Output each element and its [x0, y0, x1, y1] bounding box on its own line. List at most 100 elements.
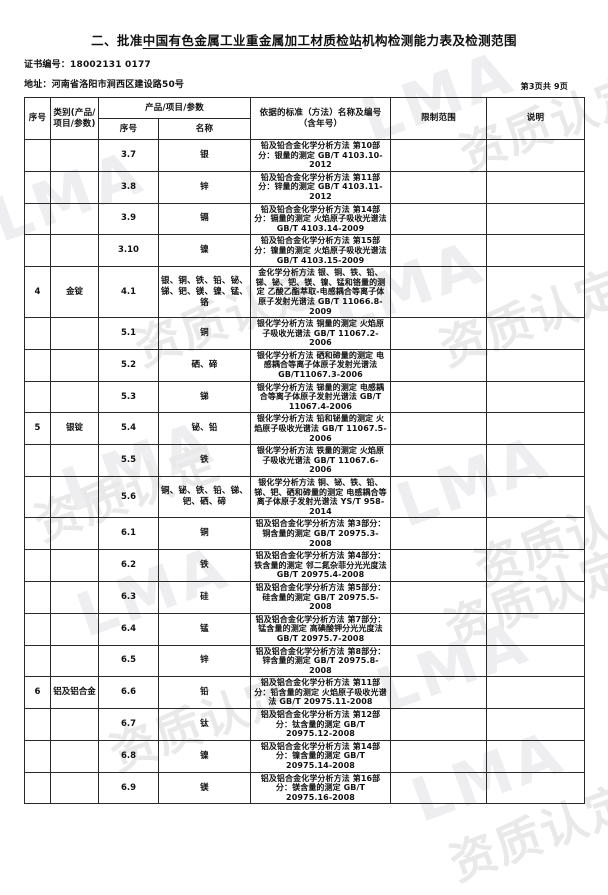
page-title-prefix: 二、批准 — [91, 33, 143, 48]
cell-item-no: 6.7 — [98, 708, 159, 741]
cell-item-no: 5.2 — [98, 348, 159, 382]
cell-item-name: 铜 — [158, 517, 251, 551]
cell-limit — [390, 170, 487, 204]
cell-item-no: 3.8 — [98, 170, 159, 204]
address-label: 地址： — [24, 80, 52, 90]
cell-category: 铝及铝合金 — [50, 676, 99, 710]
cell-seq — [24, 444, 51, 477]
page-indicator: 第3页共 9页 — [520, 82, 568, 91]
document-page: 二、批准中国有色金属工业重金属加工材质检站机构检测能力表及检测范围 证书编号：1… — [0, 32, 608, 805]
table-row: 6.3 硅铝及铝合金化学分析方法 第5部分：硅含量的测定 GB/T 20975.5… — [24, 580, 585, 614]
table-row: 6 铝及铝合金 6.6 铅铝及铝合金化学分析方法 第11部分：铅含量的测定 火焰原子吸… — [24, 676, 585, 710]
cell-seq: 6 — [24, 676, 51, 710]
cell-item-no: 6.9 — [98, 771, 159, 805]
certificate-number-line: 证书编号：18002131 0177 — [24, 59, 584, 72]
certificate-number-label: 证书编号： — [24, 60, 71, 70]
table-row: 3.9 镉铅及铅合金化学分析方法 第14部分：镉量的测定 火焰原子吸收光谱法 GB… — [24, 202, 585, 236]
table-row: 6.4 锰铝及铝合金化学分析方法 第7部分：锰含量的测定 高碘酸钾分光光度法 GB… — [24, 612, 585, 646]
cell-limit — [390, 517, 487, 551]
cell-seq — [24, 139, 51, 172]
cell-item-name: 镍 — [158, 739, 251, 773]
table-row: 3.10 镍铅及铅合金化学分析方法 第15部分：镍量的测定 火焰原子吸收光谱法 G… — [24, 234, 585, 268]
column-header-limit: 限制范围 — [390, 97, 487, 140]
cell-item-name: 银 — [158, 139, 251, 172]
cell-remark — [486, 202, 585, 236]
cell-remark — [486, 771, 585, 805]
cell-category — [50, 380, 99, 414]
cell-seq — [24, 549, 51, 582]
cell-category — [50, 139, 99, 172]
cell-remark — [486, 739, 585, 773]
cell-category — [50, 580, 99, 614]
cell-item-name: 铋、铅 — [158, 412, 251, 446]
cell-standard: 银化学分析方法 铅和铋量的测定 火焰原子吸收光谱法 GB/T 11067.5-2… — [250, 412, 391, 446]
cell-limit — [390, 348, 487, 382]
cell-item-no: 5.6 — [98, 475, 159, 519]
address-and-page-row: 地址：河南省洛阳市涧西区建设路50号 第3页共 9页 — [24, 79, 584, 92]
table-row: 5.1 铜银化学分析方法 铜量的测定 火焰原子吸收光谱法 GB/T 11067.2… — [24, 317, 585, 350]
cell-remark — [486, 517, 585, 551]
table-row: 5.5 铁银化学分析方法 铁量的测定 火焰原子吸收光谱法 GB/T 11067.6… — [24, 444, 585, 477]
cell-seq — [24, 380, 51, 414]
cell-category — [50, 234, 99, 268]
cell-item-no: 4.1 — [98, 266, 159, 319]
cell-remark — [486, 644, 585, 678]
cell-category — [50, 739, 99, 773]
table-row: 6.2 铁铝及铝合金化学分析方法 第4部分：铁含量的测定 邻二氮杂菲分光光度法 G… — [24, 549, 585, 582]
page-title: 二、批准中国有色金属工业重金属加工材质检站机构检测能力表及检测范围 — [24, 32, 584, 50]
table-header: 序号 类别(产品/项目/参数) 产品/项目/参数 依据的标准（方法）名称及编号（… — [24, 97, 585, 140]
cell-seq — [24, 202, 51, 236]
cell-standard: 铅及铅合金化学分析方法 第15部分：镍量的测定 火焰原子吸收光谱法 GB/T 4… — [250, 234, 391, 268]
cell-item-no: 6.3 — [98, 580, 159, 614]
address-line: 地址：河南省洛阳市涧西区建设路50号 — [24, 79, 184, 92]
cell-category — [50, 475, 99, 519]
cell-limit — [390, 612, 487, 646]
cell-item-name: 硅 — [158, 580, 251, 614]
cell-remark — [486, 549, 585, 582]
cell-seq: 5 — [24, 412, 51, 446]
certificate-number-value: 18002131 0177 — [70, 60, 151, 70]
cell-limit — [390, 676, 487, 710]
cell-item-name: 硒、碲 — [158, 348, 251, 382]
cell-seq — [24, 644, 51, 678]
cell-standard: 铝及铝合金化学分析方法 第5部分：硅含量的测定 GB/T 20975.5-200… — [250, 580, 391, 614]
cell-item-no: 5.5 — [98, 444, 159, 477]
cell-item-no: 6.2 — [98, 549, 159, 582]
cell-seq: 4 — [24, 266, 51, 319]
cell-item-name: 银、铜、铁、铅、铋、锑、钯、镁、镍、锰、铬 — [158, 266, 251, 319]
cell-standard: 铝及铝合金化学分析方法 第4部分：铁含量的测定 邻二氮杂菲分光光度法 GB/T … — [250, 549, 391, 582]
cell-seq — [24, 317, 51, 350]
column-header-category: 类别(产品/项目/参数) — [50, 97, 99, 140]
cell-item-name: 铅 — [158, 676, 251, 710]
cell-remark — [486, 412, 585, 446]
cell-remark — [486, 676, 585, 710]
column-header-product-name: 名称 — [158, 118, 251, 140]
cell-category — [50, 612, 99, 646]
column-header-product-seq: 序号 — [98, 118, 159, 140]
cell-remark — [486, 612, 585, 646]
cell-category: 金锭 — [50, 266, 99, 319]
cell-item-name: 铜 — [158, 317, 251, 350]
cell-category — [50, 708, 99, 741]
cell-limit — [390, 266, 487, 319]
column-header-seq: 序号 — [24, 97, 51, 140]
cell-category — [50, 517, 99, 551]
cell-seq — [24, 170, 51, 204]
cell-category — [50, 444, 99, 477]
cell-item-no: 6.8 — [98, 739, 159, 773]
capability-table: 序号 类别(产品/项目/参数) 产品/项目/参数 依据的标准（方法）名称及编号（… — [24, 97, 585, 805]
cell-seq — [24, 612, 51, 646]
table-row: 5.6 铜、铋、铁、铅、锑、钯、硒、碲 银化学分析方法 铜、铋、铁、铅、锑、钯、硒和… — [24, 475, 585, 519]
cell-remark — [486, 139, 585, 172]
cell-remark — [486, 475, 585, 519]
column-header-standard: 依据的标准（方法）名称及编号（含年号） — [250, 97, 391, 140]
table-row: 3.8 锌铅及铅合金化学分析方法 第11部分：锌量的测定 GB/T 4103.11… — [24, 170, 585, 204]
table-row: 5.2 硒、碲 银化学分析方法 硒和碲量的测定 电感耦合等离子体原子发射光谱法 GB… — [24, 348, 585, 382]
table-row: 6.1 铜铝及铝合金化学分析方法 第3部分：铜含量的测定 GB/T 20975.3… — [24, 517, 585, 551]
cell-item-no: 5.1 — [98, 317, 159, 350]
cell-item-name: 铜、铋、铁、铅、锑、钯、硒、碲 — [158, 475, 251, 519]
cell-limit — [390, 139, 487, 172]
cell-limit — [390, 771, 487, 805]
table-row: 6.7 钛铝及铝合金化学分析方法 第12部分：钛含量的测定 GB/T 20975.… — [24, 708, 585, 741]
cell-standard: 银化学分析方法 锑量的测定 电感耦合等离子体原子发射光谱法 GB/T 11067… — [250, 380, 391, 414]
